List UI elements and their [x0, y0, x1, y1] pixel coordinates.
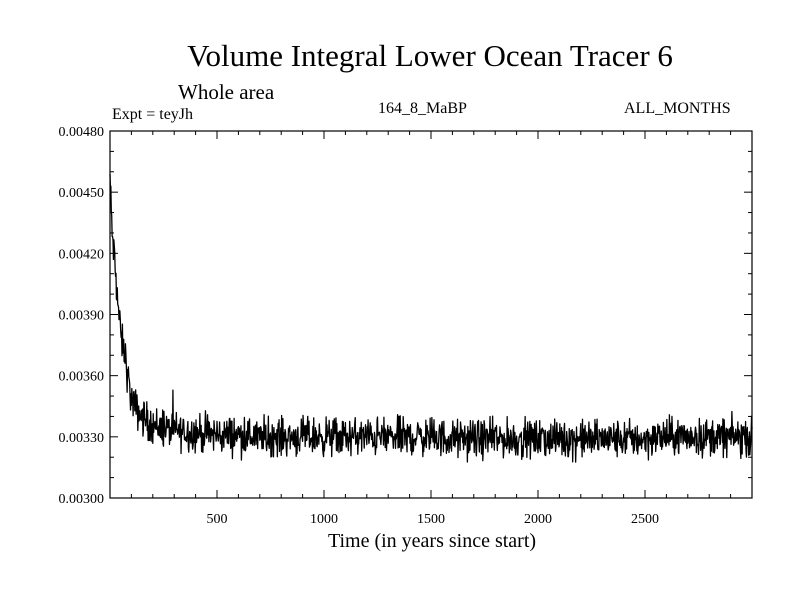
x-tick-label: 1000 [310, 512, 338, 527]
y-tick-label: 0.00330 [59, 431, 105, 446]
chart-title: Volume Integral Lower Ocean Tracer 6 [187, 38, 673, 73]
x-axis-label: Time (in years since start) [327, 530, 537, 552]
y-tick-label: 0.00360 [59, 370, 105, 385]
x-tick-label: 2000 [524, 512, 552, 527]
chart-subtitle: Whole area [178, 80, 275, 104]
plot-frame [109, 130, 753, 499]
run-label: 164_8_MaBP [378, 100, 467, 117]
y-tick-label: 0.00420 [59, 247, 105, 262]
x-tick-label: 1500 [417, 512, 445, 527]
y-tick-label: 0.00390 [59, 309, 105, 324]
y-tick-label: 0.00450 [59, 186, 105, 201]
x-tick-label: 500 [207, 512, 228, 527]
y-tick-label: 0.00300 [59, 492, 105, 507]
x-tick-label: 2500 [631, 512, 659, 527]
y-tick-label: 0.00480 [59, 125, 105, 140]
experiment-label: Expt = teyJh [112, 106, 194, 123]
tick-labels-layer: 0.00300 0.00330 0.00360 0.00390 0.00420 0.004… [59, 125, 660, 527]
series-layer [109, 174, 753, 463]
series-line [109, 174, 753, 463]
period-label: ALL_MONTHS [624, 100, 731, 117]
